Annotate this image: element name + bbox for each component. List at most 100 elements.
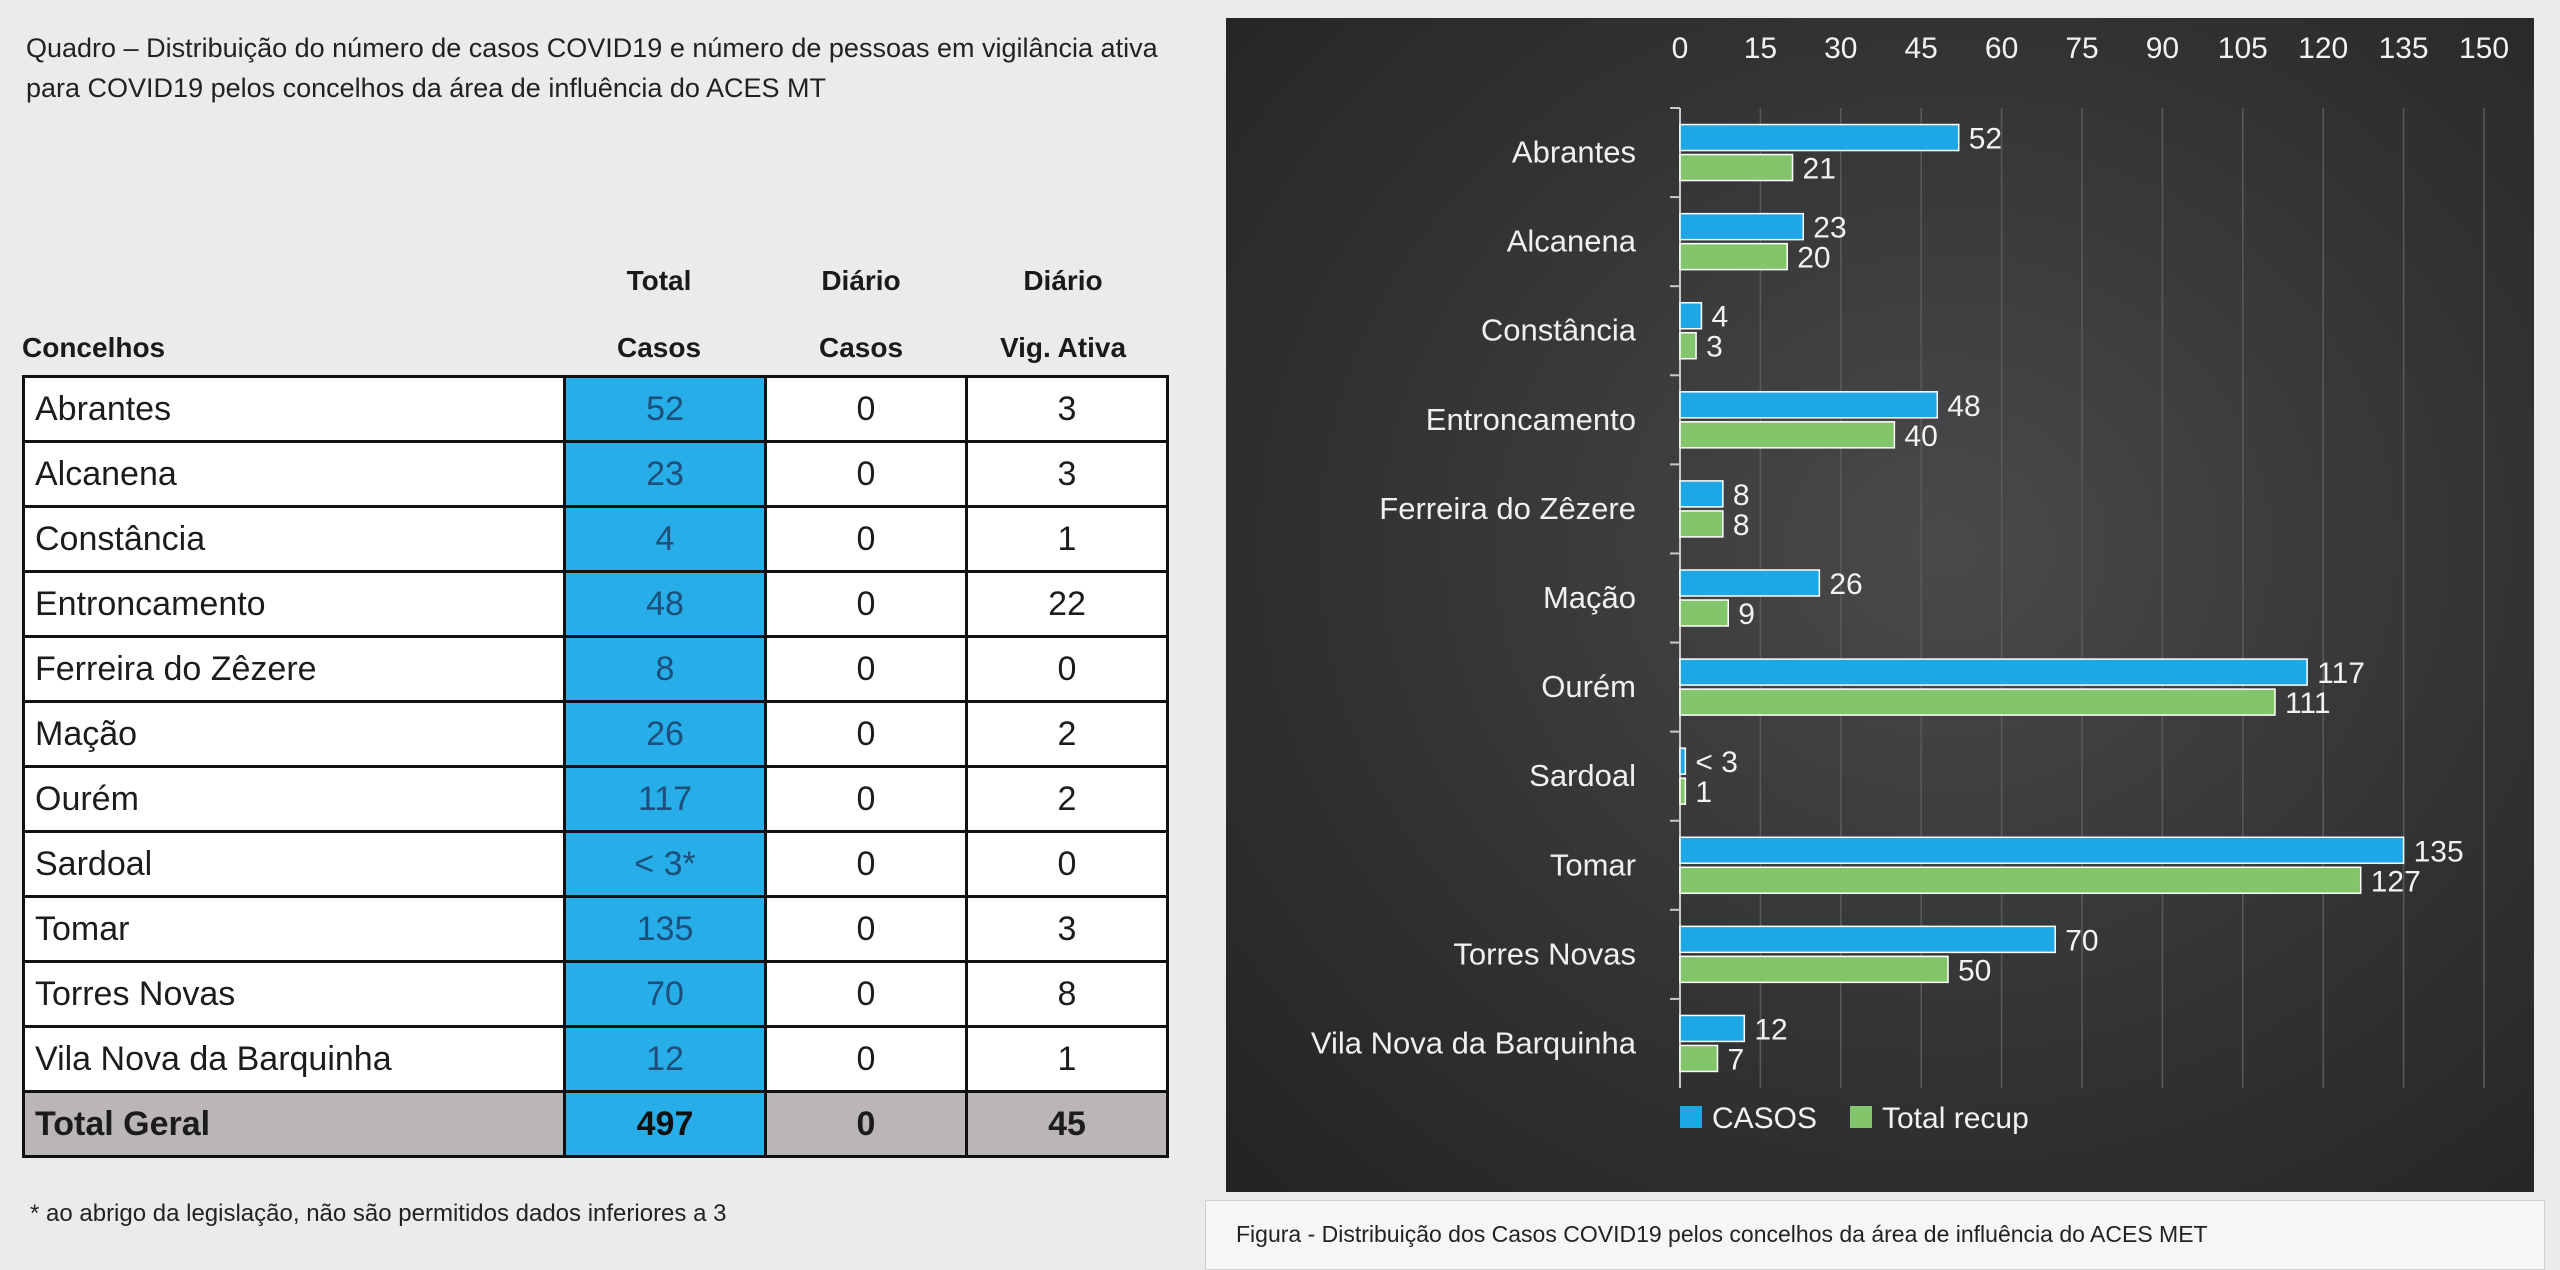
cell-diario-vig: 1 <box>965 505 1169 573</box>
recup-data-label: 8 <box>1733 509 1750 542</box>
cell-diario-vig: 8 <box>965 960 1169 1028</box>
recup-bar <box>1679 153 1794 182</box>
header-diario-vig-top: Diário <box>1023 265 1103 296</box>
recup-data-label: 127 <box>2371 865 2421 898</box>
cell-diario-casos: 0 <box>764 505 968 573</box>
cell-diario-casos: 0 <box>764 830 968 898</box>
x-tick-label: 150 <box>2459 32 2509 65</box>
table-row: Constância 4 0 1 <box>22 505 1169 573</box>
cell-concelho: Vila Nova da Barquinha <box>22 1025 566 1093</box>
cell-total-casos: 497 <box>563 1090 767 1158</box>
casos-bar <box>1679 480 1724 508</box>
header-total-top: Total <box>626 265 692 296</box>
casos-bar <box>1679 212 1805 241</box>
cell-concelho: Ourém <box>22 765 566 833</box>
legend-recup-swatch <box>1850 1106 1872 1128</box>
table-row: Tomar 135 0 3 <box>22 895 1169 963</box>
y-category-label: Alcanena <box>1507 224 1637 259</box>
recup-bar <box>1679 421 1896 449</box>
casos-bar <box>1679 836 2405 865</box>
table-row: Mação 26 0 2 <box>22 700 1169 768</box>
recup-bar <box>1679 955 1949 984</box>
recup-bar <box>1679 1044 1719 1073</box>
x-tick-label: 45 <box>1905 32 1938 65</box>
cell-concelho: Constância <box>22 505 566 573</box>
cell-diario-vig: 22 <box>965 570 1169 638</box>
x-tick-label: 90 <box>2146 32 2179 65</box>
cell-diario-casos: 0 <box>764 440 968 508</box>
table-row: Torres Novas 70 0 8 <box>22 960 1169 1028</box>
casos-data-label: 70 <box>2065 924 2098 957</box>
table-row: Sardoal < 3* 0 0 <box>22 830 1169 898</box>
cell-concelho: Abrantes <box>22 375 566 443</box>
recup-bar <box>1679 599 1729 627</box>
header-diario-vig-bottom: Vig. Ativa <box>999 332 1127 363</box>
casos-data-label: 117 <box>2317 657 2365 690</box>
cell-diario-casos: 0 <box>764 570 968 638</box>
cell-concelho: Mação <box>22 700 566 768</box>
cell-diario-vig: 0 <box>965 830 1169 898</box>
y-category-label: Abrantes <box>1512 135 1636 170</box>
cell-diario-vig: 1 <box>965 1025 1169 1093</box>
casos-bar <box>1679 658 2308 686</box>
cell-concelho: Tomar <box>22 895 566 963</box>
recup-data-label: 21 <box>1803 153 1836 186</box>
y-category-label: Vila Nova da Barquinha <box>1311 1025 1637 1060</box>
x-tick-label: 135 <box>2379 32 2429 65</box>
table-row: Alcanena 23 0 3 <box>22 440 1169 508</box>
y-category-label: Tomar <box>1550 847 1636 882</box>
cell-concelho: Entroncamento <box>22 570 566 638</box>
recup-data-label: 20 <box>1797 242 1830 275</box>
recup-data-label: 3 <box>1706 331 1723 364</box>
recup-bar <box>1679 510 1724 538</box>
recup-data-label: 7 <box>1728 1043 1745 1076</box>
cell-diario-casos: 0 <box>764 895 968 963</box>
cell-diario-casos: 0 <box>764 1090 968 1158</box>
x-tick-label: 60 <box>1985 32 2018 65</box>
cell-total-casos: 4 <box>563 505 767 573</box>
cell-diario-vig: 3 <box>965 440 1169 508</box>
cell-diario-vig: 2 <box>965 765 1169 833</box>
casos-data-label: 26 <box>1829 568 1862 601</box>
y-category-label: Mação <box>1543 580 1636 615</box>
casos-bar <box>1679 1014 1746 1043</box>
cell-diario-vig: 3 <box>965 375 1169 443</box>
cell-diario-vig: 45 <box>965 1090 1169 1158</box>
casos-data-label: 48 <box>1947 390 1980 423</box>
legend-casos-label: CASOS <box>1712 1102 1817 1135</box>
cell-diario-casos: 0 <box>764 375 968 443</box>
table-row: Ferreira do Zêzere 8 0 0 <box>22 635 1169 703</box>
cell-total-casos: 8 <box>563 635 767 703</box>
casos-bar <box>1679 301 1703 330</box>
recup-data-label: 111 <box>2285 687 2331 720</box>
x-tick-label: 75 <box>2065 32 2098 65</box>
header-total-bottom: Casos <box>616 332 702 363</box>
table-row: Abrantes 52 0 3 <box>22 375 1169 443</box>
recup-data-label: 40 <box>1904 420 1937 453</box>
casos-data-label: 135 <box>2414 835 2464 868</box>
x-tick-label: 105 <box>2218 32 2268 65</box>
casos-data-label: 52 <box>1969 123 2002 156</box>
table-section: Quadro – Distribuição do número de casos… <box>0 0 1200 1270</box>
cell-total-casos: 117 <box>563 765 767 833</box>
cell-total-casos: 70 <box>563 960 767 1028</box>
recup-bar <box>1679 866 2362 895</box>
cell-concelho: Alcanena <box>22 440 566 508</box>
recup-bar <box>1679 242 1788 271</box>
casos-data-label: 8 <box>1733 479 1750 512</box>
chart-panel: 0 15 30 45 60 75 90 105 120 135 150 Abrantes 52 21 Alc… <box>1226 18 2534 1192</box>
cell-total-casos: 23 <box>563 440 767 508</box>
cell-diario-casos: 0 <box>764 635 968 703</box>
cell-total-casos: < 3* <box>563 830 767 898</box>
recup-bar <box>1679 688 2276 716</box>
x-tick-label: 30 <box>1824 32 1857 65</box>
cases-table: Abrantes 52 0 3 Alcanena 23 0 3 Constância 4 0 1 Ent… <box>22 375 1169 1158</box>
cell-concelho: Ferreira do Zêzere <box>22 635 566 703</box>
cell-concelho: Torres Novas <box>22 960 566 1028</box>
y-category-label: Torres Novas <box>1453 936 1636 971</box>
cell-total-casos: 52 <box>563 375 767 443</box>
table-row: Ourém 117 0 2 <box>22 765 1169 833</box>
cell-diario-casos: 0 <box>764 700 968 768</box>
header-diario-casos-top: Diário <box>821 265 901 296</box>
